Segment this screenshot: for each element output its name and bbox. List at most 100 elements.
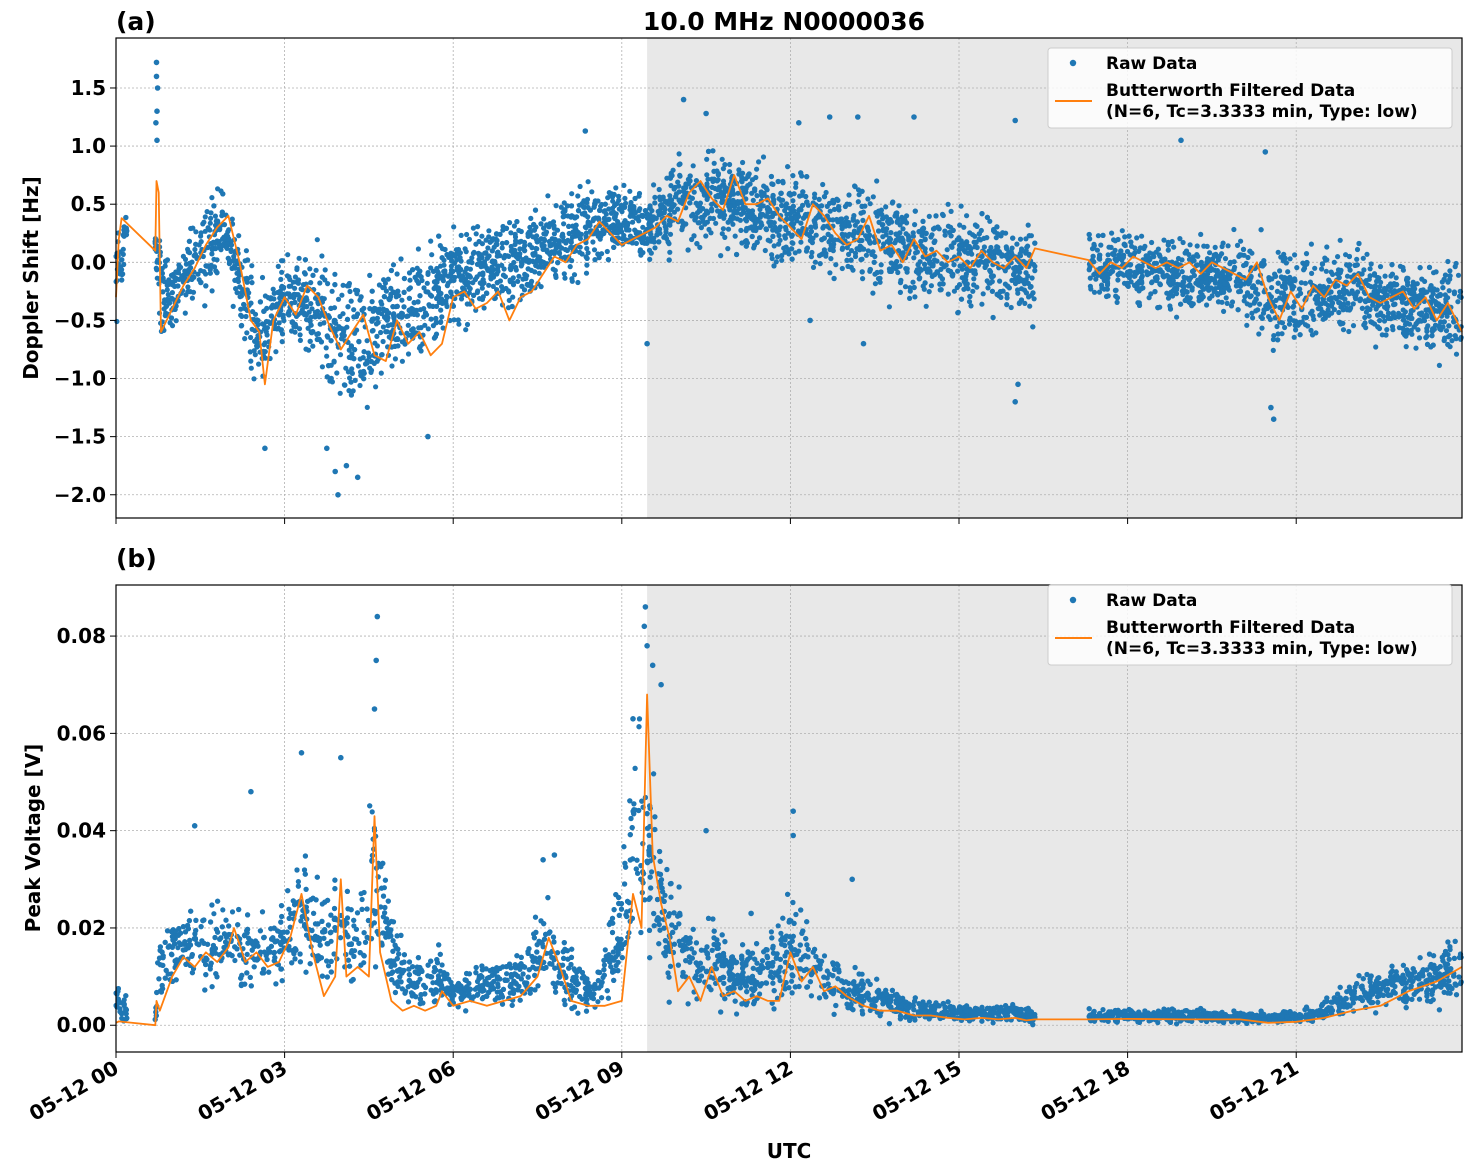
raw-data-point	[1430, 291, 1436, 297]
raw-data-point	[331, 359, 337, 365]
raw-data-point	[846, 251, 852, 257]
raw-data-point	[562, 207, 568, 213]
raw-data-point	[483, 290, 490, 296]
raw-data-point	[520, 257, 526, 263]
raw-data-point	[1201, 286, 1207, 292]
raw-data-point	[789, 209, 795, 215]
raw-data-point	[852, 184, 858, 190]
raw-data-point	[921, 286, 927, 292]
panel-a: −2.0−1.5−1.0−0.50.00.51.01.5 (a) 10.0 MH…	[19, 7, 1464, 524]
raw-data-point	[511, 223, 517, 229]
raw-data-point	[188, 225, 194, 232]
raw-data-point	[561, 271, 567, 277]
raw-data-point	[1287, 315, 1293, 321]
raw-data-point	[584, 245, 590, 252]
raw-data-point	[1012, 399, 1018, 405]
raw-data-point	[916, 276, 922, 282]
raw-data-point	[417, 293, 423, 299]
raw-data-point	[676, 183, 682, 189]
raw-data-point	[762, 247, 768, 254]
raw-data-point	[1441, 276, 1447, 282]
raw-data-point	[911, 255, 917, 261]
raw-data-point	[997, 278, 1003, 284]
raw-data-point	[229, 216, 235, 222]
raw-data-point	[611, 244, 617, 250]
raw-data-point	[1175, 272, 1181, 278]
raw-data-point	[280, 315, 286, 321]
raw-data-point	[1128, 239, 1134, 245]
raw-data-point	[1115, 236, 1121, 243]
raw-data-point	[1381, 318, 1388, 324]
raw-data-point	[820, 217, 827, 223]
y-tick-label: −1.0	[54, 367, 106, 391]
raw-data-point	[1400, 267, 1406, 273]
raw-data-point	[1120, 254, 1126, 260]
raw-data-point	[555, 260, 561, 266]
raw-data-point	[657, 197, 663, 203]
raw-data-point	[509, 303, 515, 310]
raw-data-point	[651, 182, 657, 188]
panel-a-x-ticks	[115, 518, 1297, 524]
raw-data-point	[517, 251, 523, 257]
raw-data-point	[1390, 327, 1396, 333]
raw-data-point	[431, 279, 438, 285]
raw-data-point	[364, 404, 370, 410]
raw-data-point	[1183, 248, 1190, 254]
raw-data-point	[517, 246, 523, 252]
raw-data-point	[754, 166, 760, 172]
raw-data-point	[1032, 240, 1038, 246]
raw-data-point	[931, 239, 937, 245]
raw-data-point	[963, 273, 969, 279]
raw-data-point	[910, 279, 916, 285]
raw-data-point	[606, 216, 612, 222]
raw-data-point	[1008, 304, 1014, 311]
raw-data-point	[491, 236, 497, 242]
raw-data-point	[1187, 295, 1193, 301]
raw-data-point	[410, 267, 416, 273]
raw-data-point	[1139, 233, 1145, 239]
raw-data-point	[479, 296, 485, 302]
raw-data-point	[553, 203, 559, 209]
raw-data-point	[1247, 248, 1253, 254]
raw-data-point	[618, 202, 625, 209]
raw-data-point	[1294, 265, 1300, 271]
raw-data-point	[1149, 279, 1155, 285]
raw-data-point	[512, 231, 518, 237]
raw-data-point	[332, 282, 338, 288]
raw-data-point	[479, 285, 485, 291]
raw-data-point	[1091, 272, 1097, 278]
raw-data-point	[817, 214, 823, 220]
raw-data-point	[391, 311, 397, 317]
raw-data-point	[425, 270, 431, 276]
raw-data-point	[205, 225, 211, 231]
raw-data-point	[160, 275, 166, 281]
raw-data-point	[1447, 268, 1453, 274]
raw-data-point	[879, 212, 885, 218]
raw-data-point	[1097, 252, 1103, 258]
raw-data-point	[500, 272, 507, 278]
raw-data-point	[153, 59, 160, 66]
raw-data-point	[807, 317, 813, 324]
raw-data-point	[389, 363, 395, 369]
raw-data-point	[351, 314, 357, 320]
raw-data-point	[698, 214, 705, 221]
raw-data-point	[585, 179, 591, 185]
raw-data-point	[798, 220, 804, 226]
chart-title: 10.0 MHz N0000036	[643, 7, 925, 36]
raw-data-point	[1326, 277, 1332, 283]
raw-data-point	[1269, 285, 1275, 291]
raw-data-point	[437, 273, 443, 279]
raw-data-point	[1298, 280, 1304, 286]
raw-data-point	[1352, 262, 1358, 268]
raw-data-point	[656, 239, 662, 245]
raw-data-point	[1441, 337, 1447, 344]
raw-data-point	[1287, 256, 1293, 262]
raw-data-point	[310, 343, 316, 349]
raw-data-point	[1344, 262, 1350, 268]
raw-data-point	[1136, 302, 1143, 308]
raw-data-point	[1305, 323, 1311, 329]
raw-data-point	[957, 282, 963, 288]
raw-data-point	[552, 248, 558, 254]
raw-data-point	[123, 228, 129, 234]
raw-data-point	[1115, 277, 1121, 283]
